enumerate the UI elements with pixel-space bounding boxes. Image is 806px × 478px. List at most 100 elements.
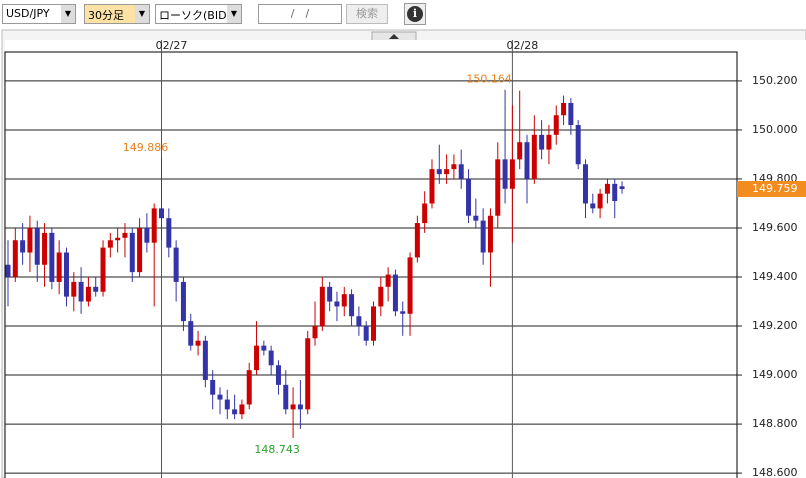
y-tick-label: 148.600: [752, 466, 798, 478]
candle-body: [5, 264, 11, 278]
candle-body: [239, 404, 245, 415]
search-button[interactable]: 検索: [346, 4, 388, 24]
interval: 30分足: [88, 9, 124, 22]
candle-body: [100, 247, 106, 292]
candle-body: [78, 281, 84, 302]
candle-body: [63, 252, 69, 297]
price-annotation: 148.743: [254, 443, 300, 456]
current-price-box: [737, 181, 806, 198]
candle-body: [290, 404, 296, 410]
candle-body: [12, 240, 18, 278]
candle-body: [349, 294, 355, 317]
candle-body: [385, 274, 391, 287]
y-tick-label: 150.200: [752, 74, 798, 87]
candle-body: [42, 232, 48, 265]
candle-body: [166, 218, 172, 248]
candle-body: [458, 164, 464, 179]
candle-body: [517, 142, 523, 160]
kind-select[interactable]: ローソク(BID) ▼: [155, 4, 242, 24]
candle-body: [561, 102, 567, 116]
candle-body: [429, 169, 435, 204]
candle-body: [436, 169, 442, 175]
candle-body: [254, 345, 260, 371]
candle-body: [422, 203, 428, 224]
candle-body: [473, 215, 479, 221]
candle-body: [480, 220, 486, 253]
candle-body: [275, 365, 281, 385]
y-tick-label: 149.000: [752, 368, 798, 381]
candle-body: [495, 159, 501, 216]
candle-body: [378, 286, 384, 307]
current-price-label: 149.759: [752, 182, 798, 195]
toolbar: USD/JPY ▼ 30分足 ▼ ローソク(BID) ▼ / / 検索 i: [0, 0, 806, 28]
candle-body: [137, 227, 143, 273]
candle-body: [444, 169, 450, 175]
candle-body: [27, 227, 33, 253]
candle-body: [575, 125, 581, 165]
candle-body: [312, 326, 318, 339]
candle-body: [195, 340, 201, 346]
candle-body: [297, 404, 303, 410]
y-tick-label: 149.400: [752, 270, 798, 283]
candle-body: [71, 281, 77, 297]
candle-body: [414, 223, 420, 258]
chart-kind: ローソク(BID): [159, 9, 231, 22]
dropdown: ▼: [227, 5, 241, 23]
candle-body: [568, 102, 574, 126]
candle-body: [371, 306, 376, 341]
candle-body: [597, 193, 603, 209]
candle-body: [502, 159, 508, 189]
candle-body: [107, 240, 113, 248]
candle-body: [319, 286, 325, 327]
candle-body: [334, 301, 340, 307]
candle-body: [93, 286, 99, 292]
candle-body: [400, 311, 406, 314]
candle-body: [487, 215, 493, 253]
candle-body: [509, 159, 515, 189]
y-tick-label: 148.800: [752, 417, 798, 430]
candle-body: [524, 142, 530, 179]
candle-body: [210, 379, 216, 395]
candle-body: [180, 281, 186, 322]
pair: USD/JPY: [6, 7, 50, 20]
candle-body: [173, 247, 179, 282]
candle-body: [604, 183, 610, 194]
candle-body: [144, 227, 150, 243]
pair-select[interactable]: USD/JPY ▼: [2, 4, 76, 24]
candle-body: [49, 232, 55, 282]
candle-body: [466, 178, 472, 216]
info-icon: i: [407, 6, 423, 22]
candle-body: [553, 115, 559, 135]
candle-body: [34, 227, 40, 265]
candle-body: [115, 237, 121, 241]
candle-body: [327, 286, 333, 302]
candle-body: [159, 208, 165, 219]
candle-body: [202, 340, 208, 380]
candle-body: [85, 286, 91, 302]
price-annotation: 149.886: [123, 141, 169, 154]
candle-body: [217, 394, 223, 400]
collapse-arrow: [389, 34, 399, 39]
candle-body: [582, 164, 588, 204]
candle-body: [20, 240, 26, 253]
candle-body: [246, 370, 252, 405]
candle-body: [392, 274, 398, 312]
interval-select[interactable]: 30分足 ▼: [84, 4, 150, 24]
candle-body: [261, 345, 267, 351]
dropdown: ▼: [135, 5, 149, 23]
candle-body: [451, 164, 457, 170]
candle-body: [363, 326, 369, 341]
candle-body: [268, 350, 274, 366]
candle-body: [283, 384, 289, 410]
dropdown: ▼: [61, 5, 75, 23]
x-tick-label: 02/27: [156, 39, 188, 52]
candle-body: [122, 232, 128, 238]
candle-body: [129, 232, 135, 273]
date-input[interactable]: / /: [258, 4, 342, 24]
plot-frame: [4, 51, 738, 478]
candle-body: [531, 134, 537, 179]
info-button[interactable]: i: [404, 3, 426, 25]
candle-body: [590, 203, 596, 209]
candle-body: [546, 134, 552, 150]
